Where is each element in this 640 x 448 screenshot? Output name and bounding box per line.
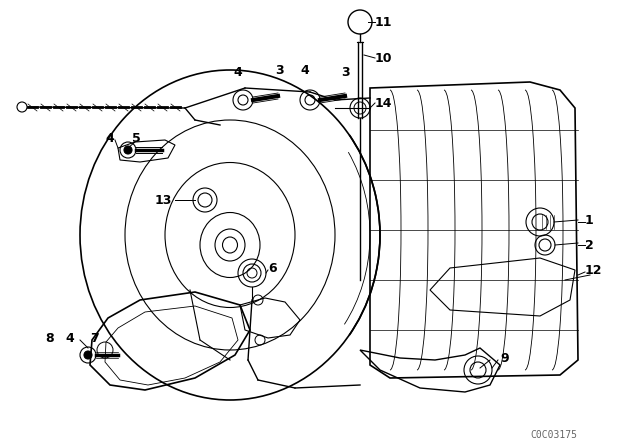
Text: 2: 2 — [585, 238, 594, 251]
Text: 9: 9 — [500, 352, 509, 365]
Text: C0C03175: C0C03175 — [530, 430, 577, 440]
Text: 12: 12 — [585, 263, 602, 276]
Text: 4: 4 — [234, 65, 243, 78]
Text: 8: 8 — [45, 332, 54, 345]
Text: 1: 1 — [585, 214, 594, 227]
Text: 11: 11 — [375, 16, 392, 29]
Text: 13: 13 — [155, 194, 172, 207]
Circle shape — [84, 351, 92, 359]
Text: 7: 7 — [90, 332, 99, 345]
Text: 10: 10 — [375, 52, 392, 65]
Circle shape — [124, 146, 132, 154]
Text: 3: 3 — [340, 65, 349, 78]
Text: 4: 4 — [301, 64, 309, 77]
Text: 5: 5 — [132, 132, 141, 145]
Text: 3: 3 — [276, 64, 284, 77]
Text: 14: 14 — [375, 96, 392, 109]
Text: 4: 4 — [66, 332, 74, 345]
Text: 4: 4 — [106, 132, 115, 145]
Text: 6: 6 — [268, 262, 276, 275]
